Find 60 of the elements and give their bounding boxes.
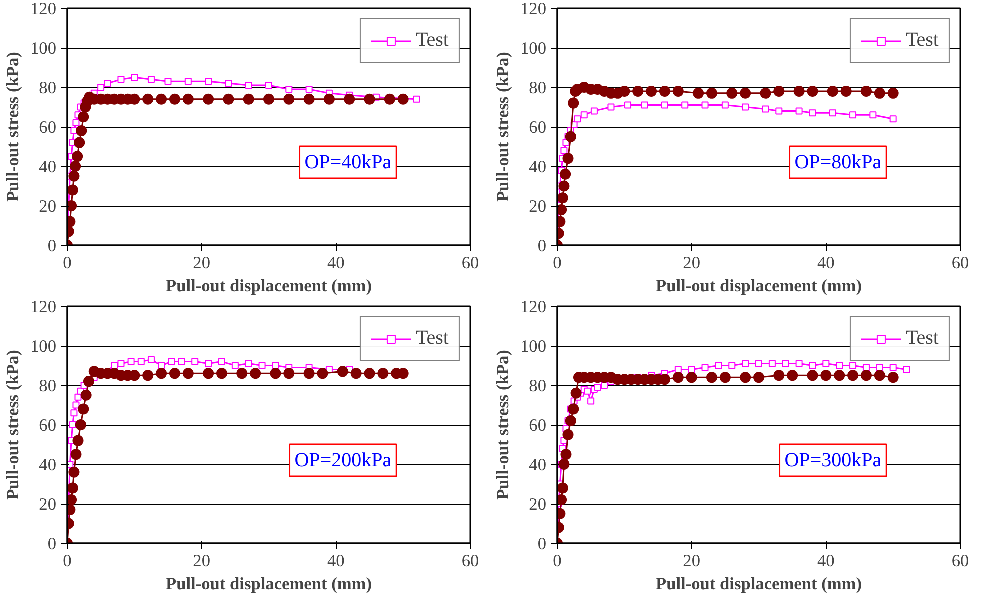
x-tick-label: 40: [818, 254, 835, 272]
y-tick-label: 40: [39, 158, 56, 176]
y-tick-label: 60: [39, 416, 56, 435]
y-tick-label: 80: [529, 78, 546, 98]
y-tick-label: 80: [39, 78, 56, 98]
y-tick-label: 60: [39, 118, 56, 137]
annotation: OP=200kPa: [294, 450, 392, 472]
y-axis-title: Pull-out stress (kPa): [4, 52, 23, 202]
legend-label: Test: [416, 29, 449, 52]
x-axis-title: Pull-out displacement (mm): [166, 276, 372, 296]
x-tick-label: 60: [462, 254, 480, 272]
x-tick-label: 60: [952, 254, 970, 272]
x-tick-label: 20: [683, 552, 700, 570]
y-tick-label: 20: [529, 197, 546, 216]
x-tick-label: 60: [952, 552, 970, 570]
y-tick-label: 80: [39, 376, 56, 396]
legend-label: Test: [416, 327, 449, 350]
x-tick-label: 0: [553, 552, 562, 570]
y-tick-label: 0: [48, 236, 57, 256]
annotation: OP=40kPa: [304, 152, 392, 174]
y-tick-label: 20: [39, 495, 56, 514]
annotation: OP=300kPa: [784, 450, 882, 472]
legend-label: Test: [906, 327, 939, 350]
x-tick-label: 0: [553, 254, 562, 272]
x-axis-title: Pull-out displacement (mm): [656, 276, 862, 296]
y-tick-label: 100: [520, 337, 547, 356]
y-axis-title: Pull-out stress (kPa): [4, 350, 23, 500]
y-tick-label: 120: [30, 0, 57, 18]
y-tick-label: 60: [529, 416, 546, 435]
x-tick-label: 60: [462, 552, 480, 570]
x-tick-label: 0: [63, 552, 72, 570]
x-axis-title: Pull-out displacement (mm): [656, 574, 862, 594]
y-axis-title: Pull-out stress (kPa): [494, 350, 513, 500]
y-tick-label: 100: [30, 39, 57, 58]
annotation: OP=80kPa: [794, 152, 882, 174]
y-tick-label: 40: [529, 158, 546, 176]
y-tick-label: 0: [48, 534, 57, 554]
y-tick-label: 120: [520, 0, 547, 18]
y-tick-label: 20: [39, 197, 56, 216]
x-tick-label: 40: [328, 254, 345, 272]
legend-label: Test: [906, 29, 939, 52]
y-tick-label: 100: [30, 337, 57, 356]
y-tick-label: 120: [520, 298, 547, 316]
x-tick-label: 20: [193, 552, 210, 570]
x-tick-label: 40: [818, 552, 835, 570]
x-axis-title: Pull-out displacement (mm): [166, 574, 372, 594]
y-tick-label: 0: [538, 534, 547, 554]
x-tick-label: 20: [683, 254, 700, 272]
y-tick-label: 120: [30, 298, 57, 316]
y-tick-label: 40: [39, 456, 56, 474]
y-tick-label: 0: [538, 236, 547, 256]
x-tick-label: 0: [63, 254, 72, 272]
y-tick-label: 40: [529, 456, 546, 474]
y-tick-label: 60: [529, 118, 546, 137]
x-tick-label: 40: [328, 552, 345, 570]
y-tick-label: 100: [520, 39, 547, 58]
x-tick-label: 20: [193, 254, 210, 272]
y-tick-label: 80: [529, 376, 546, 396]
y-tick-label: 20: [529, 495, 546, 514]
y-axis-title: Pull-out stress (kPa): [494, 52, 513, 202]
